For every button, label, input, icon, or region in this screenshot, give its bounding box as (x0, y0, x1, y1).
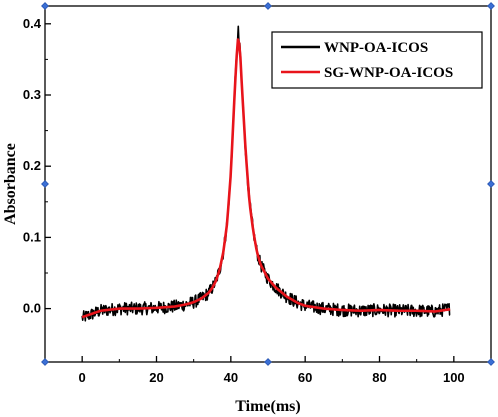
y-tick-label: 0.3 (23, 87, 41, 102)
x-tick-label: 100 (443, 370, 465, 385)
x-tick-label: 60 (298, 370, 312, 385)
x-tick-label: 80 (372, 370, 386, 385)
series-line-wnp-oa-icos (81, 25, 451, 322)
selection-handle (41, 358, 49, 366)
y-tick-label: 0.4 (23, 16, 42, 31)
x-tick-label: 0 (79, 370, 86, 385)
y-axis-title: Absorbance (2, 143, 19, 225)
legend-label-wnp-oa-icos: WNP-OA-ICOS (324, 40, 428, 56)
y-axis-ticks: 0.0 0.1 0.2 0.3 0.4 (23, 16, 51, 316)
legend-label-sg-wnp-oa-icos: SG-WNP-OA-ICOS (324, 65, 453, 81)
selection-handle (487, 180, 495, 188)
y-tick-label: 0.0 (23, 301, 41, 316)
selection-handle (264, 2, 272, 10)
x-tick-label: 40 (224, 370, 238, 385)
legend-box (271, 31, 483, 89)
selection-handle (41, 180, 49, 188)
y-tick-label: 0.1 (23, 229, 41, 244)
selection-handle (487, 2, 495, 10)
legend: WNP-OA-ICOS SG-WNP-OA-ICOS (271, 31, 483, 89)
series-layer (81, 25, 451, 322)
x-axis-ticks: 0 20 40 60 80 100 (79, 356, 465, 385)
selection-handle (487, 358, 495, 366)
selection-handle (264, 358, 272, 366)
selection-handle (41, 2, 49, 10)
y-tick-label: 0.2 (23, 158, 41, 173)
series-line-sg-wnp-oa-icos (81, 38, 451, 319)
selection-handles (41, 2, 495, 366)
x-axis-title: Time(ms) (235, 398, 300, 415)
x-tick-label: 20 (149, 370, 163, 385)
